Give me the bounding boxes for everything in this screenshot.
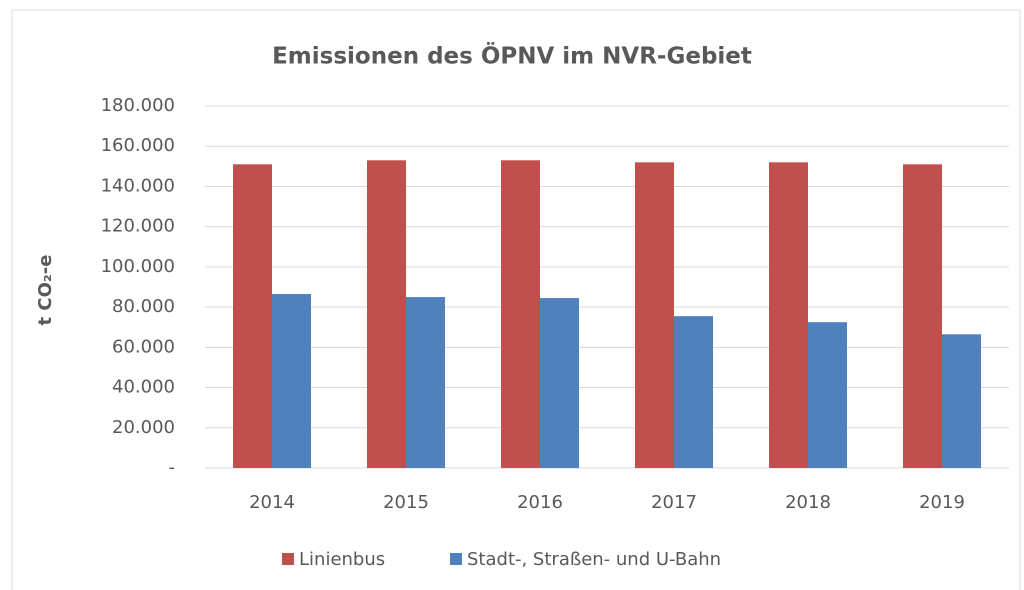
chart-title: Emissionen des ÖPNV im NVR-Gebiet [272,42,752,70]
bar [406,297,445,468]
bar [942,334,981,468]
legend-label: Linienbus [299,549,385,570]
legend-label: Stadt-, Straßen- und U-Bahn [467,549,721,570]
x-tick-label: 2018 [785,492,831,513]
x-tick-label: 2016 [517,492,563,513]
y-tick-label: 100.000 [101,256,175,277]
y-tick-label: 180.000 [101,95,175,116]
bar [769,162,808,469]
bar [674,316,713,468]
bar [635,162,674,469]
x-tick-label: 2015 [383,492,429,513]
x-tick-label: 2019 [919,492,965,513]
y-tick-label: 20.000 [112,417,175,438]
bar [808,322,847,468]
y-axis-label: t CO₂-e [35,255,56,326]
y-tick-label: 140.000 [101,175,175,196]
x-tick-label: 2017 [651,492,697,513]
y-tick-label: 120.000 [101,216,175,237]
legend-swatch [282,553,294,565]
bar [272,294,311,468]
y-tick-label: 40.000 [112,377,175,398]
bar [501,160,540,469]
x-tick-label: 2014 [249,492,295,513]
y-tick-label: 60.000 [112,336,175,357]
y-tick-label: 80.000 [112,296,175,317]
bar [903,164,942,469]
bar [233,164,272,469]
legend-swatch [450,553,462,565]
bar [540,298,579,468]
y-tick-label: 160.000 [101,135,175,156]
y-tick-label: - [169,457,176,478]
bar [367,160,406,469]
